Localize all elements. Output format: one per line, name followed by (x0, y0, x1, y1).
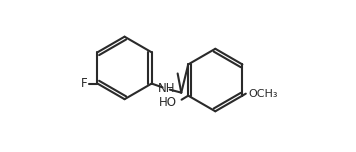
Text: NH: NH (157, 82, 175, 95)
Text: OCH₃: OCH₃ (249, 89, 278, 99)
Text: F: F (80, 77, 87, 90)
Text: HO: HO (159, 96, 177, 109)
